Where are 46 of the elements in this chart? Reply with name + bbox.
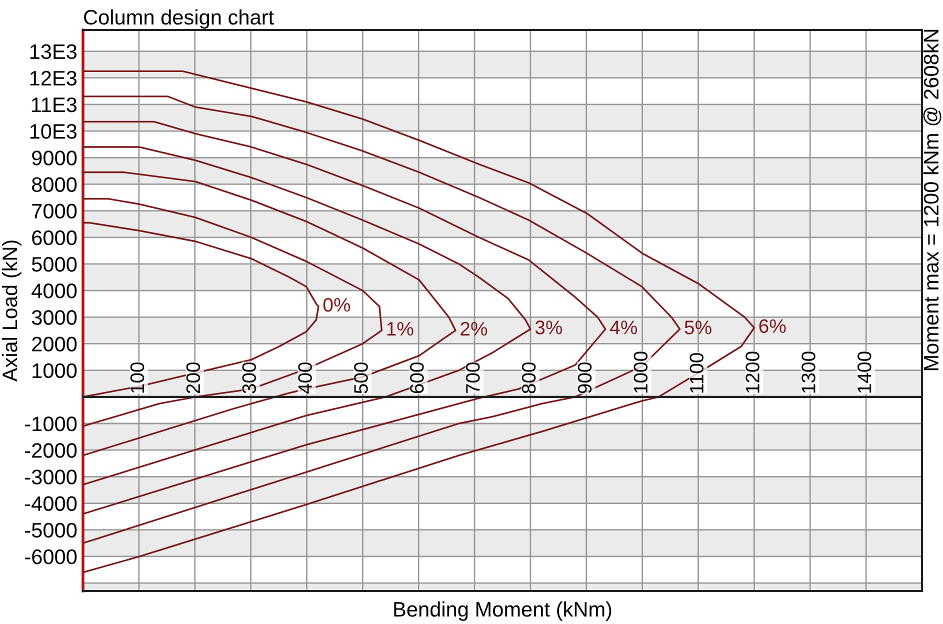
- x-tick-label: 200: [186, 362, 200, 394]
- y-axis-title: Axial Load (kN): [2, 240, 22, 382]
- x-axis-title: Bending Moment (kNm): [394, 601, 612, 621]
- y-tick-label: 13E3: [30, 44, 77, 60]
- y-tick-label: -6000: [25, 549, 77, 564]
- x-tick-label: 1200: [746, 352, 760, 393]
- series-label: 2%: [460, 322, 488, 336]
- y-tick-label: -5000: [25, 522, 77, 538]
- x-tick-label: 1000: [634, 352, 648, 393]
- series-label: 4%: [610, 320, 637, 334]
- line-series: [83, 96, 681, 544]
- x-tick-label: 400: [298, 362, 312, 394]
- y-tick-label: 7000: [32, 204, 77, 219]
- y-tick-label: -2000: [25, 443, 77, 458]
- x-tick-label: 900: [578, 362, 592, 394]
- line-series: [83, 222, 320, 398]
- line-series: [83, 171, 456, 456]
- series-label: 5%: [684, 320, 712, 334]
- line-series: [83, 198, 383, 427]
- line-series: [83, 120, 606, 515]
- y-tick-label: 10E3: [30, 124, 77, 139]
- y-tick-label: 4000: [32, 284, 77, 298]
- x-tick-label: 1300: [802, 352, 816, 393]
- y-tick-label: 5000: [32, 256, 77, 272]
- series-label: 6%: [759, 319, 786, 333]
- y-tick-label: -1000: [25, 416, 77, 432]
- series-label: 3%: [535, 320, 562, 334]
- y-tick-label: -4000: [25, 496, 77, 512]
- y-tick-label: 9000: [32, 150, 77, 166]
- chart-title: Column design chart: [84, 9, 274, 29]
- y-tick-label: 2000: [32, 336, 77, 352]
- x-tick-label: 600: [410, 362, 424, 394]
- y-tick-label: 8000: [32, 177, 77, 192]
- x-tick-label: 700: [466, 362, 480, 394]
- y-tick-label: -3000: [25, 470, 77, 484]
- x-tick-label: 800: [522, 362, 536, 394]
- series-label: 0%: [323, 298, 350, 312]
- text: Moment max = 1200 kNm @ 2608kN: [923, 30, 942, 370]
- y-tick-label: 11E3: [32, 97, 77, 112]
- y-tick-label: 6000: [32, 230, 77, 246]
- x-tick-label: 1400: [858, 352, 872, 393]
- x-tick-label: 300: [242, 362, 256, 394]
- y-tick-label: 12E3: [30, 70, 77, 86]
- x-tick-label: 100: [130, 362, 144, 393]
- series-label: 1%: [387, 322, 414, 336]
- y-tick-label: 3000: [32, 310, 77, 325]
